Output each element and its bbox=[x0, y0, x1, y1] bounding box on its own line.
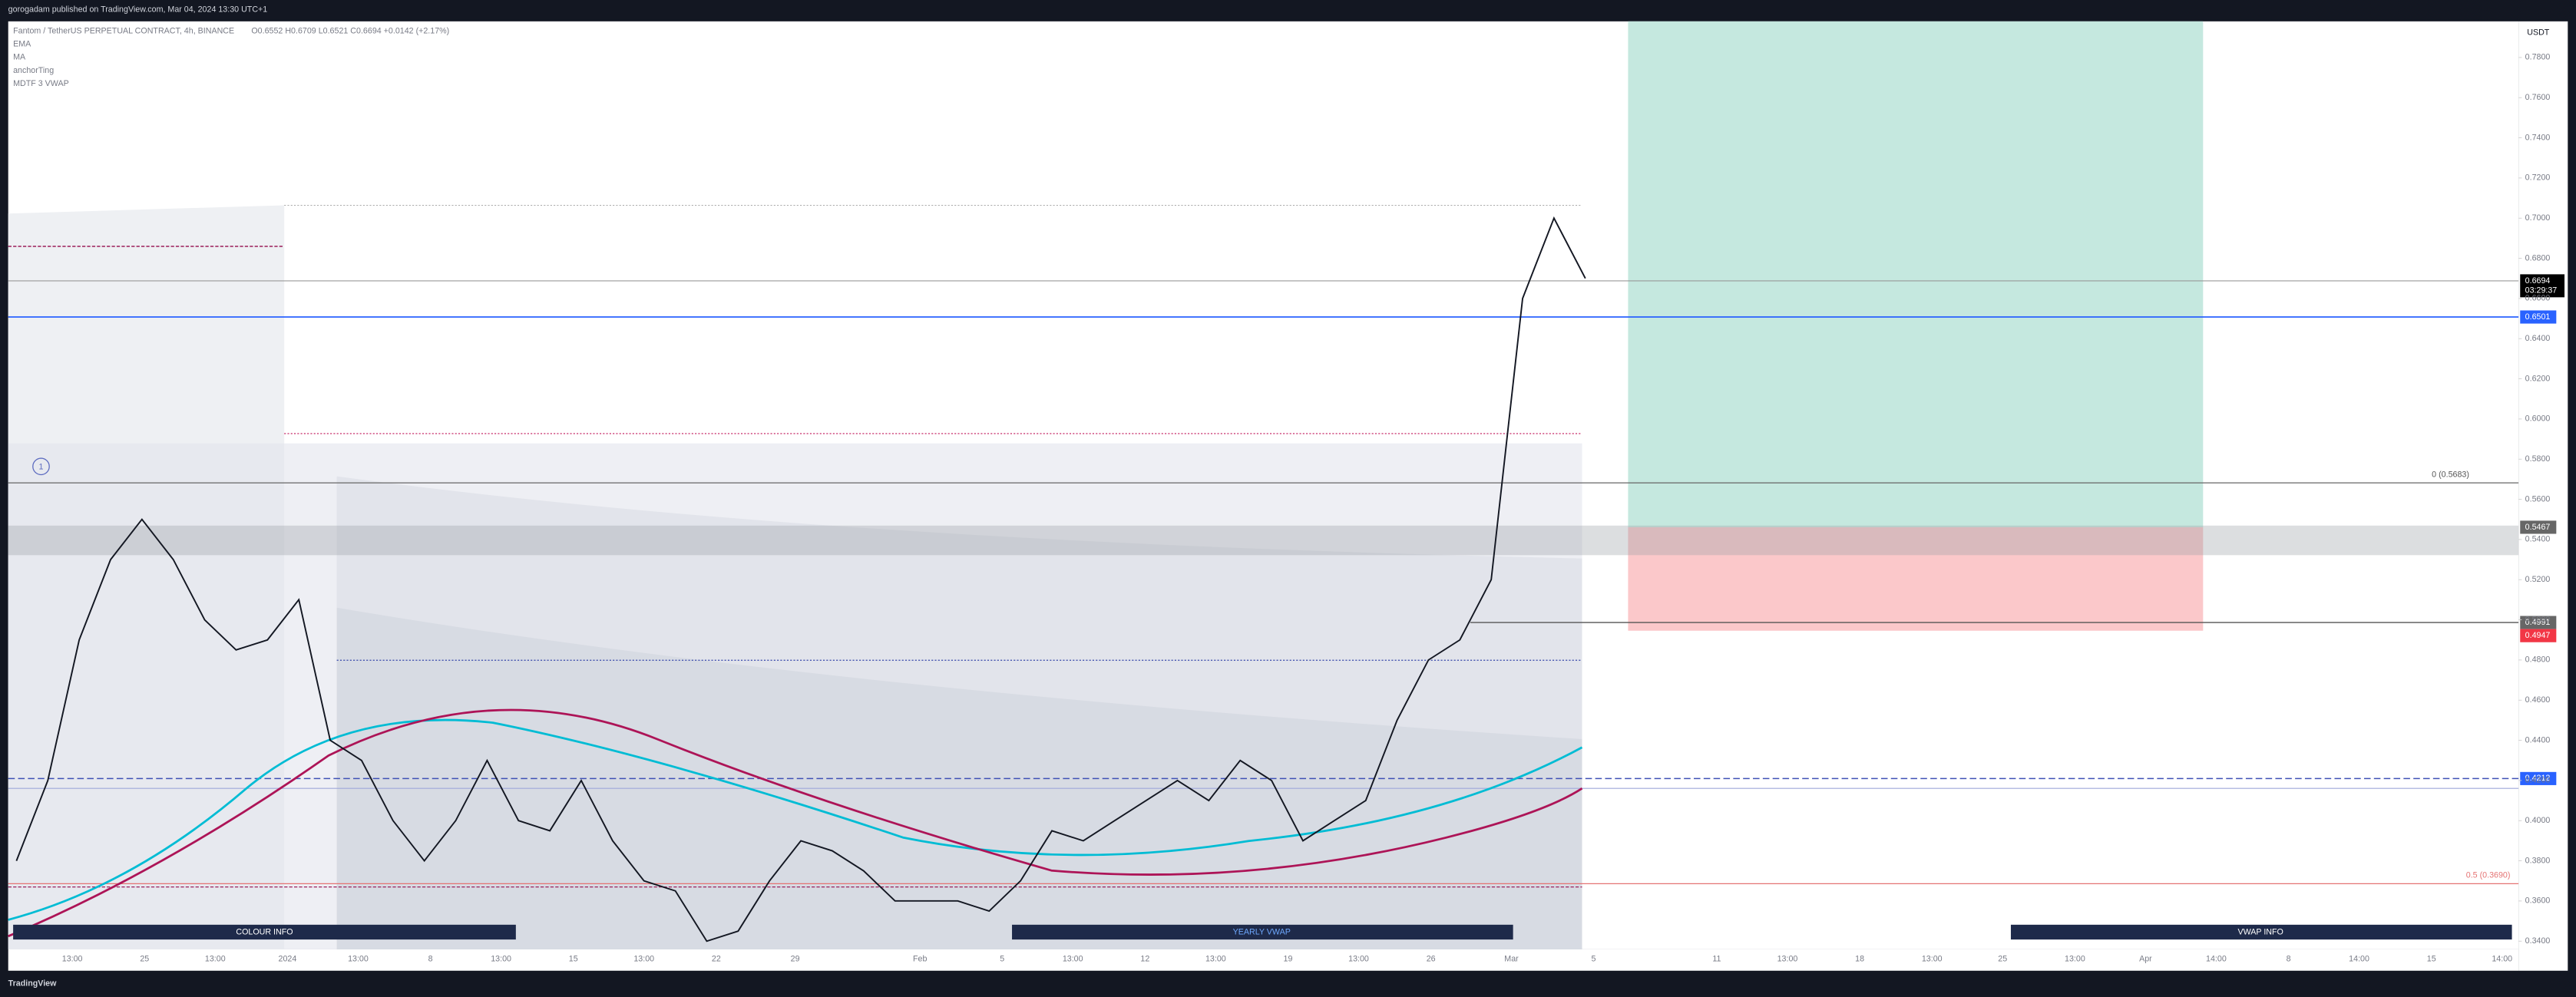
time-tick-label: 19 bbox=[1284, 955, 1293, 964]
price-tick-label: 0.3600 bbox=[2525, 896, 2551, 906]
time-tick-label: 13:00 bbox=[1777, 955, 1798, 964]
price-tick-label: 0.7600 bbox=[2525, 93, 2551, 102]
price-tick-label: 0.7000 bbox=[2525, 213, 2551, 223]
indicator: anchorTing bbox=[13, 66, 54, 75]
time-tick-label: Mar bbox=[1504, 955, 1519, 964]
target-zone bbox=[1628, 21, 2204, 527]
price-tick-label: 0.3800 bbox=[2525, 856, 2551, 865]
price-tick-label: 0.5400 bbox=[2525, 535, 2551, 544]
badge bbox=[2520, 629, 2557, 642]
time-tick-label: 13:00 bbox=[1063, 955, 1083, 964]
price-line bbox=[15, 216, 1586, 943]
legend-ohlc: O0.6552 H0.6709 L0.6521 C0.6694 +0.0142 … bbox=[251, 26, 449, 35]
price-tick-label: 0.6000 bbox=[2525, 414, 2551, 424]
time-tick-label: 12 bbox=[1140, 955, 1149, 964]
price-tick-label: 0.5800 bbox=[2525, 454, 2551, 464]
legend-symbol: Fantom / TetherUS PERPETUAL CONTRACT, 4h… bbox=[13, 26, 234, 35]
time-tick-label: 13:00 bbox=[1348, 955, 1369, 964]
time-tick-label: 13:00 bbox=[205, 955, 226, 964]
time-tick-label: 14:00 bbox=[2349, 955, 2369, 964]
badge-label: 0.4991 bbox=[2525, 618, 2551, 627]
currency: USDT bbox=[2527, 28, 2550, 38]
time-tick-label: 2024 bbox=[279, 955, 297, 964]
time-tick-label: 25 bbox=[140, 955, 149, 964]
badge-label: 03:29:37 bbox=[2525, 286, 2558, 295]
time-tick-label: 13:00 bbox=[491, 955, 511, 964]
time-tick-label: 25 bbox=[1998, 955, 2007, 964]
time-tick-label: 13:00 bbox=[348, 955, 369, 964]
badge bbox=[2520, 771, 2557, 785]
stop-zone bbox=[1628, 527, 2204, 631]
time-tick-label: 14:00 bbox=[2206, 955, 2227, 964]
price-tick-label: 0.4200 bbox=[2525, 776, 2551, 785]
price-tick-label: 0.5000 bbox=[2525, 615, 2551, 624]
marker bbox=[32, 457, 50, 476]
time-tick-label: 15 bbox=[2427, 955, 2436, 964]
fib-label: 0.5 (0.3690) bbox=[2466, 870, 2511, 880]
price-tick-label: 0.6600 bbox=[2525, 294, 2551, 303]
time-tick-label: 13:00 bbox=[62, 955, 83, 964]
info-label: COLOUR INFO bbox=[236, 927, 293, 936]
price-tick-label: 0.7800 bbox=[2525, 53, 2551, 62]
price-axis bbox=[2518, 21, 2568, 971]
price-tick-label: 0.6400 bbox=[2525, 334, 2551, 343]
zone bbox=[8, 525, 2519, 556]
time-tick-label: 13:00 bbox=[1922, 955, 1943, 964]
indicator: MA bbox=[13, 53, 26, 62]
time-tick-label: 13:00 bbox=[2065, 955, 2085, 964]
badge-label: 0.4947 bbox=[2525, 631, 2551, 640]
price-tick-label: 0.4800 bbox=[2525, 655, 2551, 665]
info-box bbox=[13, 924, 516, 940]
price-tick-label: 0.4400 bbox=[2525, 735, 2551, 744]
badge-label: 0.5467 bbox=[2525, 523, 2551, 532]
time-tick-label: 29 bbox=[791, 955, 800, 964]
fib-label: 0 (0.5683) bbox=[2432, 470, 2469, 479]
brand: TradingView bbox=[8, 979, 57, 989]
marker-label: 1 bbox=[39, 463, 44, 472]
time-tick-label: 8 bbox=[428, 955, 433, 964]
time-axis bbox=[8, 949, 2519, 971]
price-tick-label: 0.6200 bbox=[2525, 374, 2551, 383]
time-tick-label: 11 bbox=[1712, 955, 1721, 964]
time-tick-label: 15 bbox=[569, 955, 578, 964]
time-tick-label: 22 bbox=[712, 955, 721, 964]
ma bbox=[8, 708, 1583, 938]
badge bbox=[2520, 310, 2557, 324]
publisher: gorogadam published on TradingView.com, … bbox=[8, 5, 268, 15]
info-label: YEARLY VWAP bbox=[1233, 927, 1291, 936]
time-tick-label: 13:00 bbox=[633, 955, 654, 964]
badge-label: 0.6501 bbox=[2525, 312, 2551, 322]
time-tick-label: 5 bbox=[1592, 955, 1596, 964]
time-tick-label: Feb bbox=[913, 955, 927, 964]
info-box bbox=[1012, 924, 1513, 940]
price-tick-label: 0.7400 bbox=[2525, 133, 2551, 142]
info-label: VWAP INFO bbox=[2237, 927, 2283, 936]
time-tick-label: 14:00 bbox=[2492, 955, 2512, 964]
price-tick-label: 0.6800 bbox=[2525, 253, 2551, 262]
time-tick-label: 18 bbox=[1855, 955, 1864, 964]
badge-label: 0.4212 bbox=[2525, 774, 2551, 783]
badge bbox=[2520, 616, 2557, 629]
price-tick-label: 0.3400 bbox=[2525, 936, 2551, 946]
badge bbox=[2520, 520, 2557, 534]
badge bbox=[2520, 274, 2565, 298]
time-tick-label: Apr bbox=[2139, 955, 2152, 964]
indicator: MDTF 3 VWAP bbox=[13, 79, 69, 88]
badge-label: 0.6694 bbox=[2525, 276, 2551, 286]
time-tick-label: 5 bbox=[1000, 955, 1004, 964]
time-tick-label: 8 bbox=[2287, 955, 2291, 964]
price-tick-label: 0.5200 bbox=[2525, 575, 2551, 584]
band bbox=[336, 476, 1582, 949]
price-tick-label: 0.7200 bbox=[2525, 173, 2551, 183]
price-tick-label: 0.4600 bbox=[2525, 695, 2551, 705]
info-box bbox=[2010, 924, 2512, 940]
price-tick-label: 0.5600 bbox=[2525, 494, 2551, 503]
indicator: EMA bbox=[13, 40, 31, 49]
time-tick-label: 26 bbox=[1427, 955, 1436, 964]
ema bbox=[8, 718, 1583, 921]
time-tick-label: 13:00 bbox=[1205, 955, 1226, 964]
price-tick-label: 0.4000 bbox=[2525, 816, 2551, 825]
